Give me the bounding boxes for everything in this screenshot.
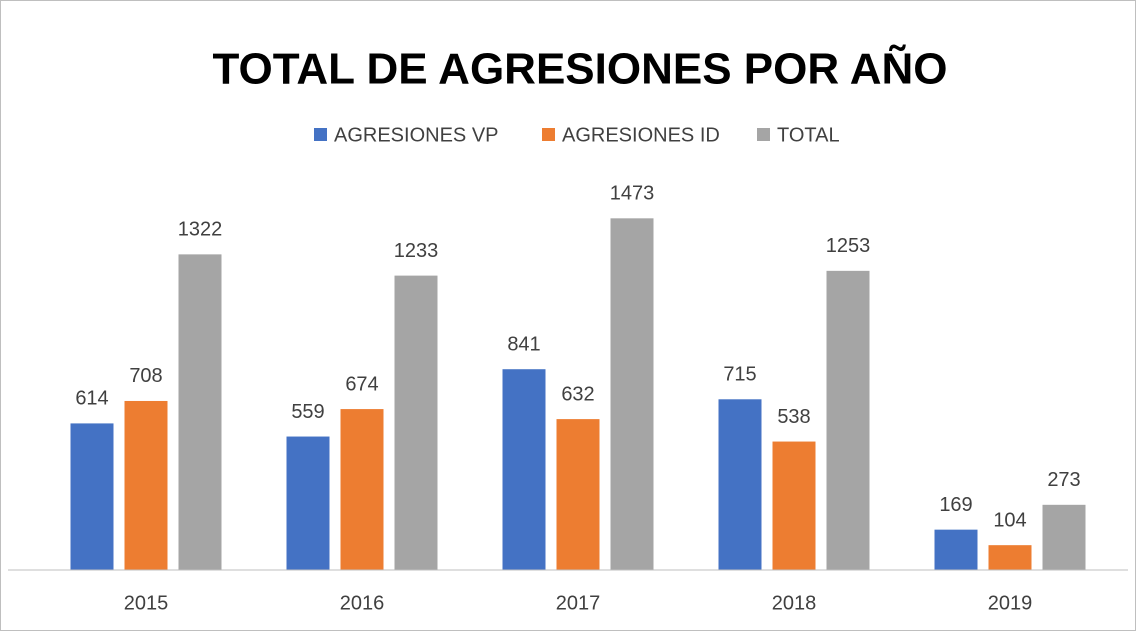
bar <box>718 399 762 570</box>
chart-title: TOTAL DE AGRESIONES POR AÑO <box>212 44 947 94</box>
data-label: 538 <box>777 406 810 428</box>
data-label: 841 <box>507 333 540 355</box>
data-label: 614 <box>75 388 108 410</box>
bar <box>610 218 654 571</box>
bar <box>340 409 384 570</box>
bar <box>178 254 222 570</box>
bar <box>556 419 600 570</box>
legend-swatch <box>314 128 327 141</box>
bar <box>124 400 168 570</box>
x-tick-label: 2016 <box>340 592 385 614</box>
bar <box>502 369 546 570</box>
x-tick-label: 2015 <box>124 592 169 614</box>
data-label: 1253 <box>826 235 871 257</box>
data-label: 273 <box>1047 469 1080 491</box>
data-label: 1233 <box>394 240 439 262</box>
bar <box>826 270 870 570</box>
bar <box>286 436 330 570</box>
data-label: 559 <box>291 401 324 423</box>
bar <box>988 545 1032 570</box>
legend-swatch <box>542 128 555 141</box>
data-label: 632 <box>561 383 594 405</box>
data-label: 104 <box>993 509 1026 531</box>
legend-label: TOTAL <box>777 124 840 146</box>
data-label: 715 <box>723 364 756 386</box>
data-label: 1322 <box>178 219 223 241</box>
data-label: 708 <box>129 365 162 387</box>
x-tick-label: 2017 <box>556 592 601 614</box>
data-label: 1473 <box>610 183 655 205</box>
legend-swatch <box>757 128 770 141</box>
legend-label: AGRESIONES VP <box>334 124 499 146</box>
x-tick-label: 2019 <box>988 592 1033 614</box>
data-label: 169 <box>939 494 972 516</box>
data-label: 674 <box>345 373 378 395</box>
legend-label: AGRESIONES ID <box>562 124 720 146</box>
bar <box>772 441 816 570</box>
bar <box>394 275 438 570</box>
bar <box>934 529 978 570</box>
bar <box>1042 504 1086 570</box>
x-tick-label: 2018 <box>772 592 817 614</box>
bar <box>70 423 114 570</box>
